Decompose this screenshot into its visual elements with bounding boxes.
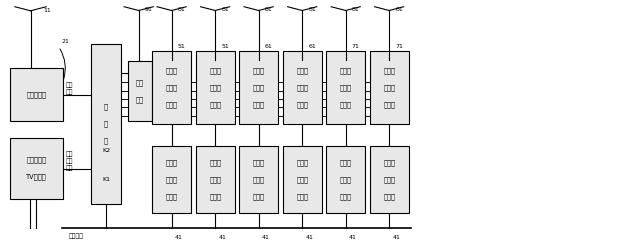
Text: 中频功: 中频功 (253, 68, 265, 74)
FancyBboxPatch shape (196, 52, 235, 124)
FancyBboxPatch shape (10, 68, 63, 122)
Text: 接收: 接收 (66, 151, 74, 157)
Text: 41: 41 (218, 235, 226, 240)
Text: 率放大: 率放大 (253, 84, 265, 91)
Text: 合成器: 合成器 (209, 193, 221, 200)
Text: 集成数: 集成数 (383, 159, 395, 166)
Text: TV高频头: TV高频头 (26, 174, 47, 180)
Text: 合成器: 合成器 (340, 193, 352, 200)
Text: 率放大: 率放大 (209, 84, 221, 91)
Text: 率放大: 率放大 (383, 84, 395, 91)
Text: 发射器: 发射器 (209, 101, 221, 108)
Text: 51: 51 (221, 44, 229, 49)
Text: 率放大: 率放大 (166, 84, 178, 91)
FancyBboxPatch shape (239, 146, 278, 213)
Text: 81: 81 (308, 7, 316, 12)
Text: 发射器: 发射器 (340, 101, 352, 108)
Text: 集成数: 集成数 (253, 159, 265, 166)
FancyBboxPatch shape (283, 52, 321, 124)
Text: 41: 41 (174, 235, 183, 240)
Text: 控制: 控制 (66, 90, 74, 95)
Text: 61: 61 (308, 44, 316, 49)
Text: 控制: 控制 (136, 96, 144, 103)
Text: 合成器: 合成器 (383, 193, 395, 200)
Text: 机: 机 (104, 138, 108, 144)
Text: 片: 片 (104, 121, 108, 127)
Text: 字频率: 字频率 (383, 176, 395, 183)
Text: 21: 21 (62, 39, 70, 44)
Text: 字频率: 字频率 (296, 176, 308, 183)
Text: 串行总线: 串行总线 (69, 234, 84, 239)
Text: 集成数: 集成数 (340, 159, 352, 166)
FancyBboxPatch shape (196, 146, 235, 213)
Text: 高频功: 高频功 (383, 68, 395, 74)
Text: 发射器: 发射器 (296, 101, 308, 108)
Text: 字频率: 字频率 (166, 176, 178, 183)
Text: 字频率: 字频率 (209, 176, 221, 183)
FancyBboxPatch shape (10, 139, 63, 199)
FancyBboxPatch shape (91, 44, 121, 204)
Text: 81: 81 (221, 7, 229, 12)
Text: 字频率: 字频率 (340, 176, 352, 183)
Text: 开关: 开关 (136, 79, 144, 86)
FancyBboxPatch shape (283, 146, 321, 213)
Text: 开关: 开关 (66, 82, 74, 88)
FancyBboxPatch shape (239, 52, 278, 124)
Text: 率放大: 率放大 (340, 84, 352, 91)
Text: 前置放大器: 前置放大器 (26, 92, 47, 98)
Text: 强度: 强度 (66, 166, 74, 171)
FancyBboxPatch shape (128, 61, 152, 122)
Text: 集成数: 集成数 (296, 159, 308, 166)
FancyBboxPatch shape (326, 146, 365, 213)
FancyBboxPatch shape (369, 146, 409, 213)
Text: 81: 81 (265, 7, 273, 12)
FancyBboxPatch shape (326, 52, 365, 124)
Text: 集成数: 集成数 (209, 159, 221, 166)
FancyBboxPatch shape (152, 146, 191, 213)
Text: 率放大: 率放大 (296, 84, 308, 91)
Text: 51: 51 (178, 44, 186, 49)
Text: 发射器: 发射器 (253, 101, 265, 108)
Text: 低频功: 低频功 (166, 68, 178, 74)
Text: 71: 71 (396, 44, 403, 49)
Text: 低频功: 低频功 (209, 68, 221, 74)
FancyBboxPatch shape (152, 52, 191, 124)
Text: 字频率: 字频率 (253, 176, 265, 183)
Text: 合成器: 合成器 (296, 193, 308, 200)
Text: 41: 41 (262, 235, 270, 240)
Text: 81: 81 (396, 7, 403, 12)
Text: K2: K2 (102, 148, 110, 153)
Text: 发射器: 发射器 (383, 101, 395, 108)
Text: 11: 11 (43, 8, 50, 13)
Text: K1: K1 (102, 177, 110, 182)
Text: 61: 61 (265, 44, 273, 49)
Text: 合成器: 合成器 (253, 193, 265, 200)
Text: 单: 单 (104, 104, 108, 110)
Text: 41: 41 (349, 235, 357, 240)
Text: 中频功: 中频功 (296, 68, 308, 74)
Text: 集成数: 集成数 (166, 159, 178, 166)
Text: 41: 41 (305, 235, 313, 240)
Text: 41: 41 (392, 235, 400, 240)
Text: 频率合成型: 频率合成型 (26, 157, 47, 164)
Text: 81: 81 (178, 7, 186, 12)
Text: 71: 71 (352, 44, 359, 49)
FancyBboxPatch shape (369, 52, 409, 124)
Text: 81: 81 (352, 7, 359, 12)
Text: 高频功: 高频功 (340, 68, 352, 74)
Text: 信号: 信号 (66, 159, 74, 164)
Text: 发射器: 发射器 (166, 101, 178, 108)
Text: 合成器: 合成器 (166, 193, 178, 200)
Text: 91: 91 (145, 7, 153, 12)
